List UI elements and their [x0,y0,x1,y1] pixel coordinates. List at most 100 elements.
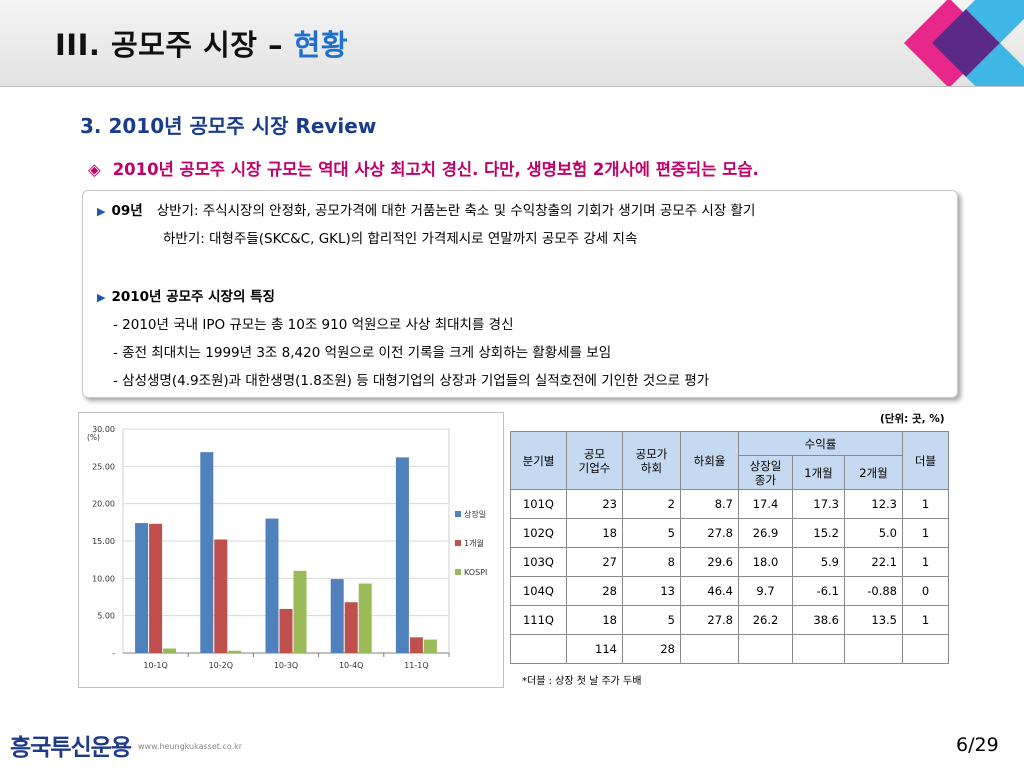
summary-2010-heading: 2010년 공모주 시장의 특징 [111,289,275,305]
table-cell: 23 [566,489,623,519]
summary-2010-heading-row: ▶ 2010년 공모주 시장의 특징 [97,284,275,311]
table-cell: 22.1 [844,547,903,577]
table-cell: 26.9 [738,518,793,548]
table-cell: 38.6 [792,605,845,635]
table-cell: 17.4 [738,489,793,519]
table-cell: 9.7 [738,576,793,606]
bar-1개월 [279,608,293,653]
y-unit-label: (%) [87,433,100,442]
table-cell: 5.0 [844,518,903,548]
summary-box: ▶ 09년 상반기: 주식시장의 안정화, 공모가격에 대한 거품논란 축소 및 수… [82,190,958,398]
company-url: www.heungkukasset.co.kr [138,742,243,751]
y-tick-label: 15.00 [92,537,115,546]
table-cell: 12.3 [844,489,903,519]
table-cell: 8.7 [680,489,739,519]
summary-2010-point: - 2010년 국내 IPO 규모는 총 10조 910 억원으로 사상 최대치… [113,317,514,333]
summary-2010-point: - 종전 최대치는 1999년 3조 8,420 억원으로 이전 기록을 크게 … [113,345,612,361]
returns-chart: - 5.00 10.00 15.00 20.00 25.00 30.00 (%) 10-1Q 10… [78,412,504,688]
bar-1개월 [214,539,228,653]
summary-2010-point: - 삼성생명(4.9조원)과 대한생명(1.8조원) 등 대형기업의 상장과 기… [113,373,710,389]
table-cell: 28 [566,576,623,606]
table-cell: 1 [902,605,949,635]
table-cell [902,634,949,664]
x-tick-label: 10-4Q [339,661,363,670]
y-tick-label: - [112,649,115,658]
legend-label: 상장일 [464,509,486,519]
y-tick-label: 30.00 [92,425,115,434]
key-message: ◈ 2010년 공모주 시장 규모는 역대 사상 최고치 경신. 다만, 생명보험… [88,156,759,180]
table-unit-label: (단위: 곳, %) [880,413,945,425]
bar-KOSPI [423,639,437,653]
header-double: 더블 [902,431,949,490]
header-return-2m: 2개월 [844,455,903,490]
bar-상장일 [330,579,344,653]
table-cell: 5 [622,518,681,548]
table-cell: 15.2 [792,518,845,548]
ipo-returns-table: 분기별 공모 기업수 공모가 하회 하회율 수익률 더블 상장일 종가 1개월 … [510,431,949,664]
page-title-main: III. 공모주 시장 – [55,28,294,62]
x-tick-label: 10-3Q [274,661,298,670]
bar-1개월 [149,523,163,653]
bar-KOSPI [228,650,242,653]
header-below-rate: 하회율 [680,431,739,490]
legend-label: KOSPI [464,568,487,577]
table-cell: 13 [622,576,681,606]
table-cell: 18 [566,605,623,635]
legend-swatch [455,511,461,517]
y-tick-label: 25.00 [92,462,115,471]
table-cell: 17.3 [792,489,845,519]
table-cell [510,634,567,664]
x-tick-label: 10-2Q [209,661,233,670]
table-cell: 27.8 [680,605,739,635]
table-cell: 18.0 [738,547,793,577]
company-logo: 흥국투신운용 [10,735,132,761]
table-cell: 114 [566,634,623,664]
header-returns: 수익률 [738,431,903,456]
header-bar [0,0,1024,86]
legend-swatch [455,540,461,546]
bar-1개월 [344,602,358,653]
triangle-bullet-icon: ▶ [97,205,106,218]
bar-KOSPI [358,583,372,653]
x-tick-label: 10-1Q [143,661,167,670]
table-cell: 18 [566,518,623,548]
table-cell: 104Q [510,576,567,606]
table-row: 111Q 18 5 27.8 26.2 38.6 13.5 1 [510,605,949,635]
header-below-offer: 공모가 하회 [622,431,681,490]
legend-swatch [455,569,461,575]
table-cell: 29.6 [680,547,739,577]
table-cell: 46.4 [680,576,739,606]
table-row: 103Q 27 8 29.6 18.0 5.9 22.1 1 [510,547,949,577]
header-divider [0,86,1024,87]
legend-label: 1개월 [464,538,484,548]
bar-상장일 [200,452,214,653]
table-cell: 27 [566,547,623,577]
page-title: III. 공모주 시장 – 현황 [55,22,348,64]
table-cell: 103Q [510,547,567,577]
table-row: 101Q 23 2 8.7 17.4 17.3 12.3 1 [510,489,949,519]
summary-09-first-half: 상반기: 주식시장의 안정화, 공모가격에 대한 거품논란 축소 및 수익창출의… [156,203,756,219]
table-cell: 28 [622,634,681,664]
header-decoration [824,0,1024,86]
table-cell: 27.8 [680,518,739,548]
decoration-diamonds-icon [904,0,1024,86]
table-cell: 5 [622,605,681,635]
bar-상장일 [135,523,149,653]
bar-KOSPI [163,648,177,653]
diamond-bullet-icon: ◈ [88,160,101,179]
page-number: 6/29 [956,734,999,756]
header-return-1m: 1개월 [792,455,845,490]
header-quarter: 분기별 [510,431,567,490]
header-return-listing: 상장일 종가 [738,455,793,490]
y-tick-label: 10.00 [92,574,115,583]
table-cell [680,634,739,664]
table-cell: 111Q [510,605,567,635]
bar-KOSPI [293,570,307,653]
summary-09-label: 09년 [111,203,143,219]
table-cell: 101Q [510,489,567,519]
table-row: 102Q 18 5 27.8 26.9 15.2 5.0 1 [510,518,949,548]
table-cell: 5.9 [792,547,845,577]
triangle-bullet-icon: ▶ [97,291,106,304]
table-cell: 102Q [510,518,567,548]
table-cell: 0 [902,576,949,606]
